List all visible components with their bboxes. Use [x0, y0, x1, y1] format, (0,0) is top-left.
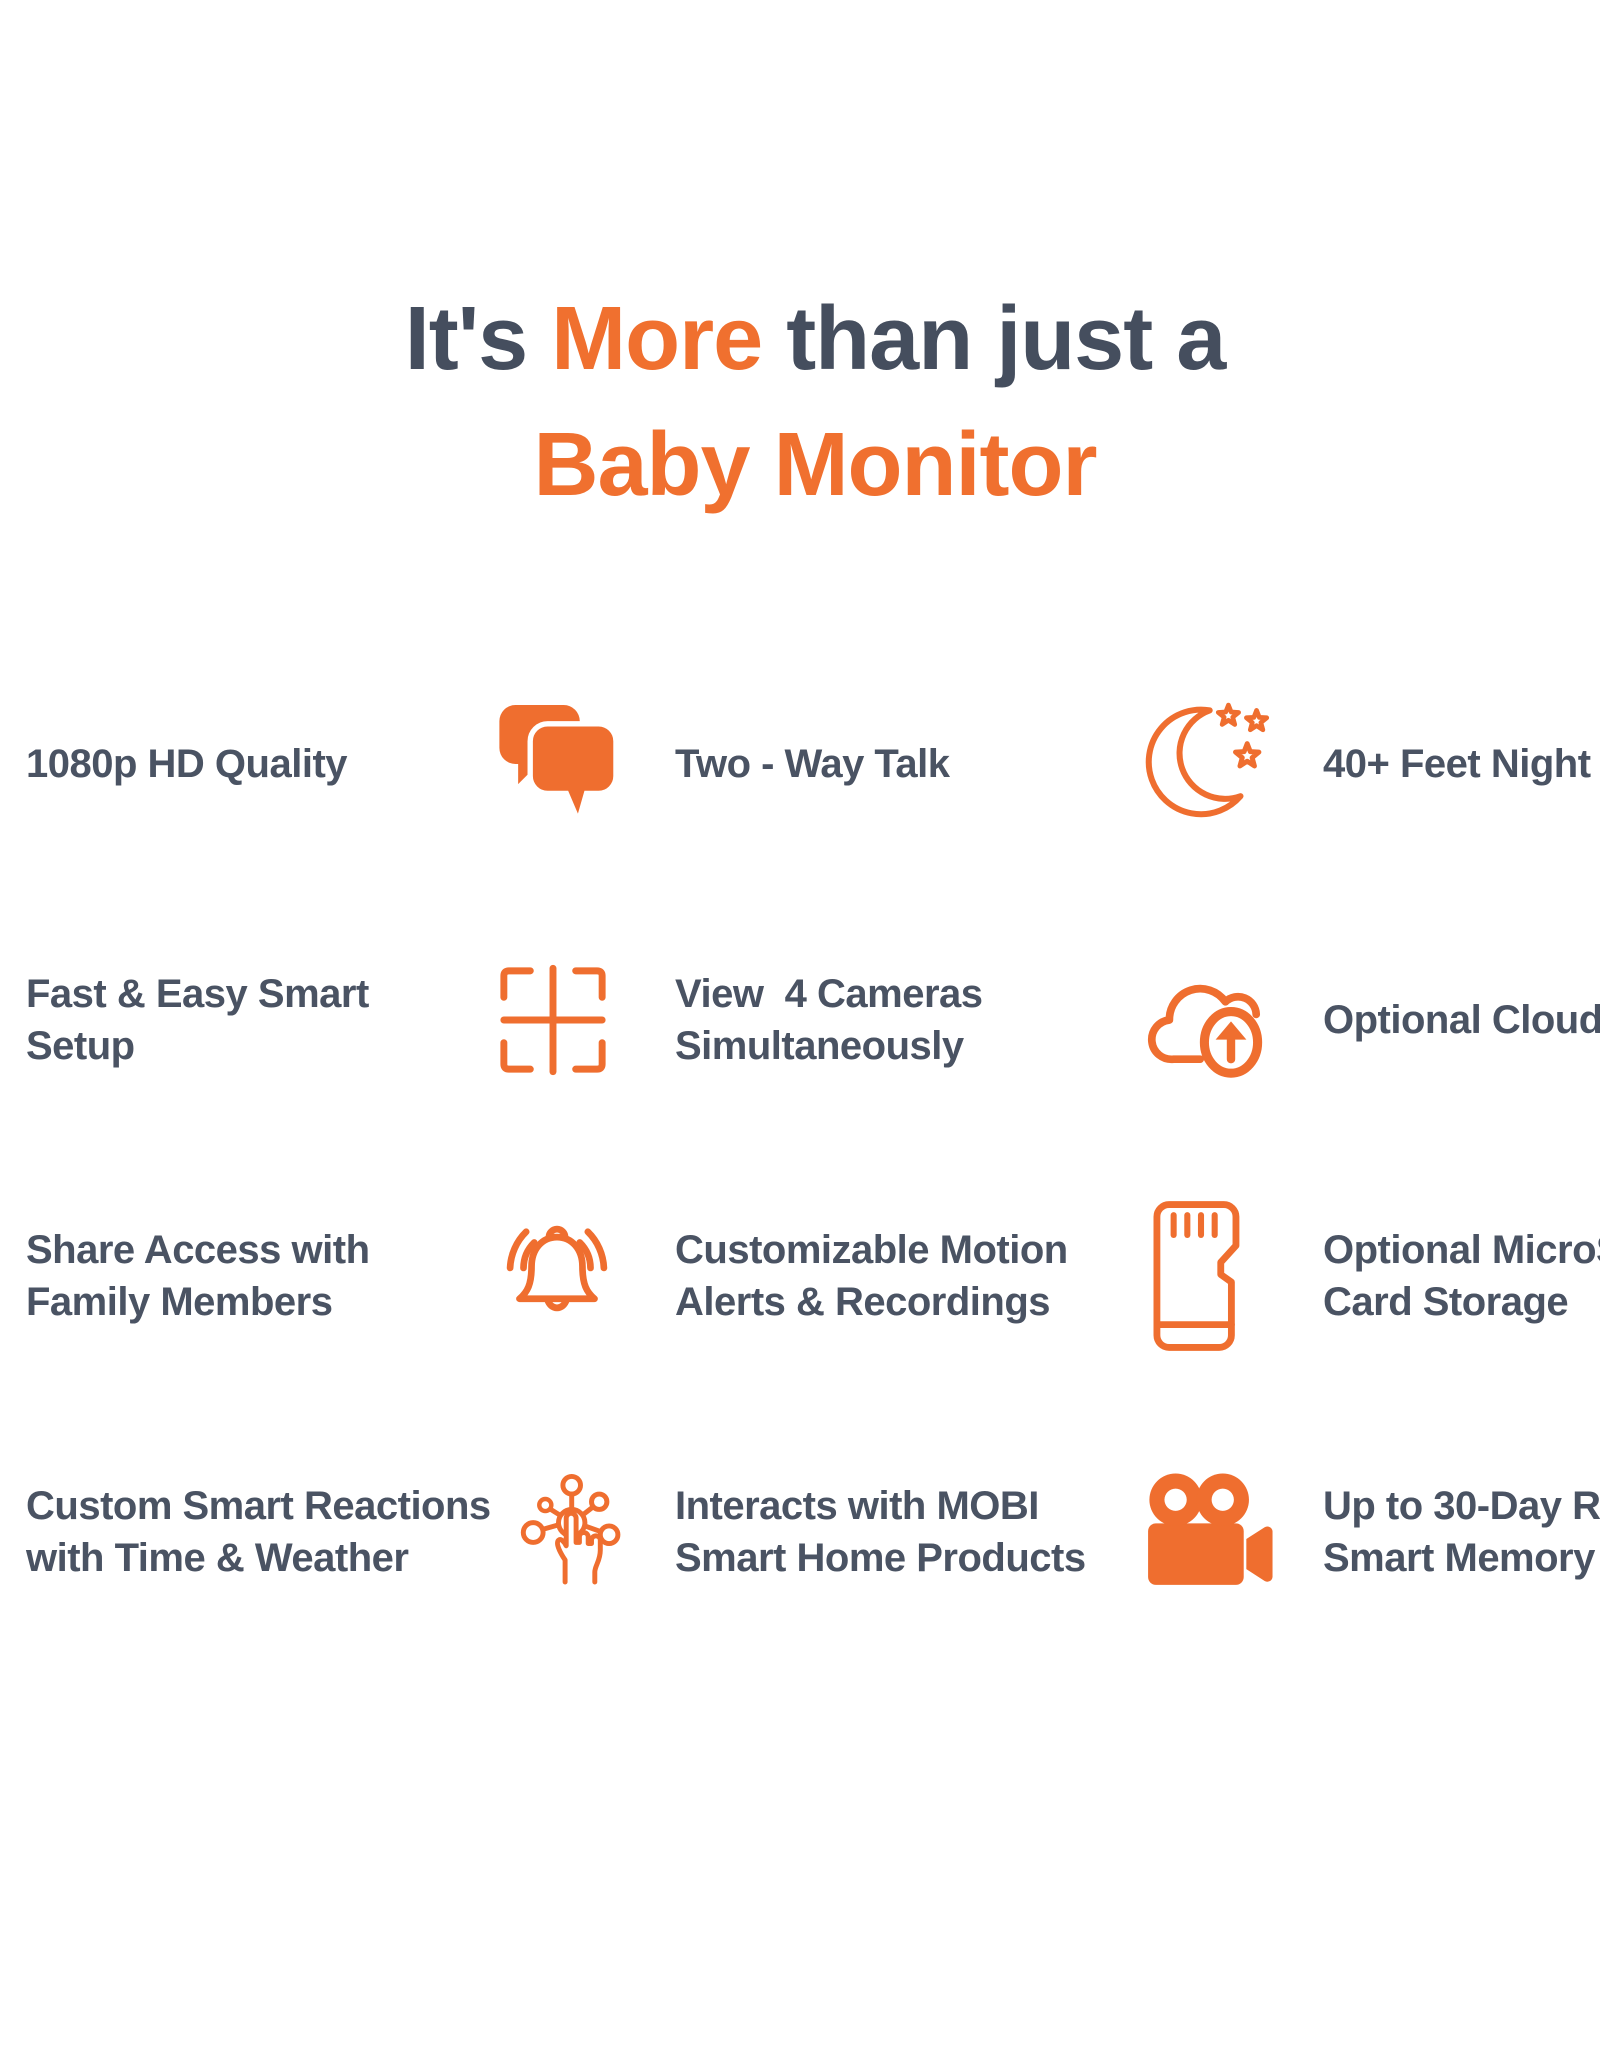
- moon-stars-icon: [1115, 697, 1280, 831]
- title-accent-baby-monitor: Baby Monitor: [533, 415, 1098, 515]
- title-text: It's: [404, 289, 552, 389]
- feature-label-motion-alerts: Customizable Motion Alerts & Recordings: [675, 1228, 1068, 1324]
- video-camera-icon: [1115, 1467, 1280, 1598]
- feature-label-cloud-storage: Optional Cloud Storage: [1323, 998, 1600, 1042]
- chat-bubbles-icon: [490, 697, 630, 831]
- feature-label-view-4-cameras: View 4 Cameras Simultaneously: [675, 972, 983, 1068]
- title-accent-more: More: [551, 289, 763, 389]
- features-grid: 1080p HD Quality Two - Way Talk 40+ Feet…: [26, 636, 1600, 1660]
- title-text-2: than just a: [762, 289, 1226, 389]
- feature-label-smart-reactions: Custom Smart Reactions with Time & Weath…: [26, 1484, 491, 1580]
- feature-label-fast-easy-setup: Fast & Easy Smart Setup: [26, 972, 369, 1068]
- page-title: It's More than just a Baby Monitor: [10, 276, 1600, 528]
- feature-label-30-day-memory: Up to 30-Day Recordings Smart Memory: [1323, 1484, 1600, 1580]
- feature-label-interacts-mobi: Interacts with MOBI Smart Home Products: [675, 1484, 1086, 1580]
- feature-label-two-way-talk: Two - Way Talk: [675, 742, 950, 786]
- feature-label-night-vision: 40+ Feet Night Vision: [1323, 742, 1591, 786]
- quad-view-icon: [490, 957, 630, 1083]
- alert-bell-icon: [490, 1209, 630, 1343]
- cloud-upload-icon: [1115, 950, 1280, 1090]
- feature-label-share-access: Share Access with Family Members: [26, 1228, 370, 1324]
- feature-label-1080p-hd-quality: 1080p HD Quality: [26, 742, 348, 786]
- smart-reactions-icon: [490, 1460, 630, 1604]
- microsd-card-icon: [1115, 1200, 1280, 1352]
- feature-label-microsd-storage: Optional MicroSD Card Storage: [1323, 1228, 1600, 1324]
